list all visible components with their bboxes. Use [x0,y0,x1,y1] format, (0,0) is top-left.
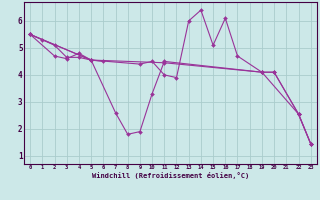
X-axis label: Windchill (Refroidissement éolien,°C): Windchill (Refroidissement éolien,°C) [92,172,249,179]
